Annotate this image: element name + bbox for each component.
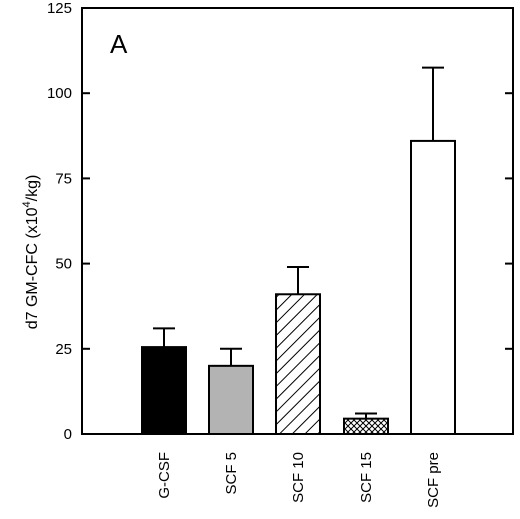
y-axis-label-superscript: 4 <box>21 201 33 207</box>
plot-area: 0 25 50 75 100 125 G-CSF SCF 5 SCF 10 SCF 15 SCF p… <box>47 0 514 508</box>
x-category-label: SCF pre <box>425 452 442 508</box>
x-category-label: SCF 15 <box>358 452 375 503</box>
bar-scf-10 <box>275 293 321 435</box>
x-category-label: G-CSF <box>156 452 173 499</box>
bar-g-csf <box>141 346 187 436</box>
y-tick-label: 0 <box>64 426 72 443</box>
y-axis-label-tail: /kg) <box>24 175 41 202</box>
y-axis-label-main: d7 GM-CFC (x10 <box>24 207 41 329</box>
y-axis-label: d7 GM-CFC (x104/kg) <box>21 175 41 330</box>
x-category-label: SCF 10 <box>290 452 307 503</box>
y-tick-label: 125 <box>47 0 72 17</box>
bar-scf-pre <box>410 139 456 436</box>
y-tick-label: 100 <box>47 85 72 102</box>
panel-label: A <box>110 29 128 59</box>
y-tick-label: 50 <box>55 256 72 273</box>
y-tick-label: 75 <box>55 170 72 187</box>
bar-scf-5 <box>208 364 254 435</box>
bar-scf-15 <box>343 417 389 436</box>
x-category-label: SCF 5 <box>223 452 240 495</box>
y-tick-label: 25 <box>55 341 72 358</box>
